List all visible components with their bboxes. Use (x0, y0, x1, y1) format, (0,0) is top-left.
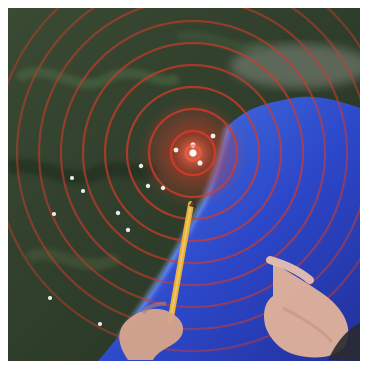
city-marker-icon (70, 176, 74, 180)
city-marker-icon (210, 133, 216, 139)
epicenter-icon (184, 144, 202, 162)
seismic-ring (125, 85, 261, 221)
pencil-icon (167, 198, 196, 326)
terrain-texture (8, 31, 266, 271)
city-marker-icon (160, 185, 166, 191)
city-marker-icon (48, 296, 52, 300)
map-photo (8, 8, 360, 361)
city-marker-icon (173, 147, 179, 153)
seismic-ring (81, 41, 305, 265)
city-marker-icon (145, 183, 151, 189)
city-marker-icon (81, 189, 85, 193)
city-marker-icon (125, 227, 131, 233)
seismic-ring (37, 8, 349, 309)
seismic-rings (8, 8, 360, 353)
hand-icon (119, 256, 360, 361)
seismic-ring (59, 19, 327, 287)
seismic-ring (147, 107, 239, 199)
city-marker-icon (52, 212, 56, 216)
seismic-ring (169, 129, 217, 177)
city-marker-icon (138, 163, 144, 169)
seismic-ring (8, 8, 360, 353)
city-marker-icon (115, 210, 121, 216)
map-scene (8, 8, 360, 361)
seismic-ring (15, 8, 360, 331)
city-marker-icon (197, 160, 203, 166)
seismic-ring (103, 63, 283, 243)
city-marker-icon (98, 322, 102, 326)
